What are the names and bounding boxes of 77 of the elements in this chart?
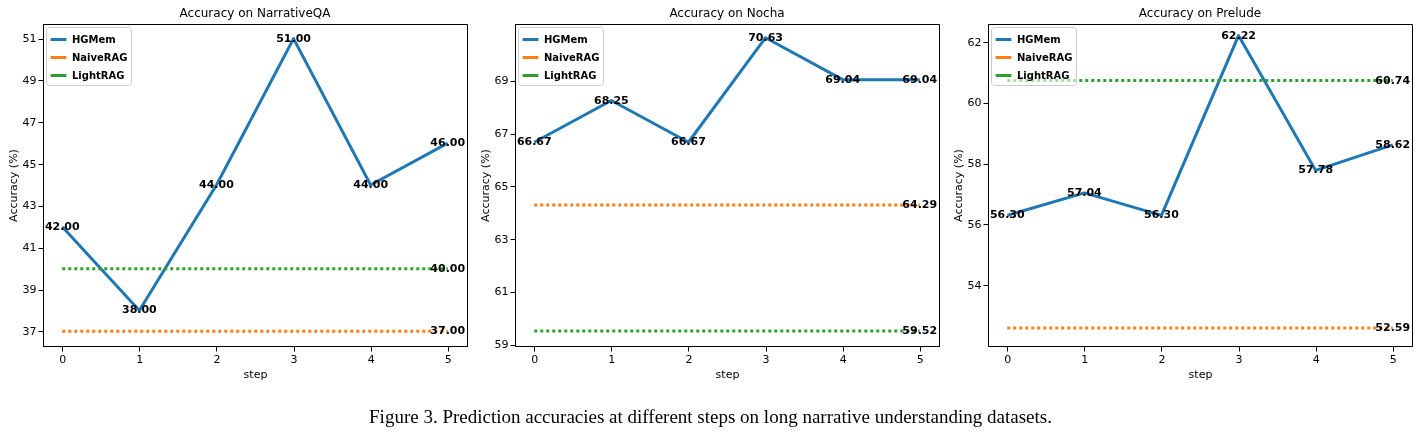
x-tick-label: 4 (367, 352, 375, 366)
data-label: 59.52 (902, 323, 938, 337)
data-label: 68.25 (594, 93, 630, 107)
y-tick-label: 67 (494, 127, 509, 141)
x-tick-label: 3 (762, 352, 770, 366)
x-axis-title: step (715, 367, 740, 381)
data-label: 62.22 (1220, 28, 1256, 42)
y-tick-label: 47 (22, 115, 37, 129)
x-axis-title: step (243, 367, 268, 381)
x-tick-label: 5 (444, 352, 452, 366)
data-label: 66.67 (671, 135, 707, 149)
data-label: 56.30 (989, 208, 1025, 222)
y-tick-label: 62 (967, 35, 982, 49)
y-tick-label: 37 (22, 324, 37, 338)
y-tick-label: 41 (22, 241, 37, 255)
y-tick-label: 58 (967, 157, 982, 171)
x-tick-label: 1 (136, 352, 144, 366)
y-tick-label: 43 (22, 199, 37, 213)
data-label: 40.00 (430, 261, 466, 275)
data-label: 69.04 (902, 72, 938, 86)
data-label: 66.67 (517, 135, 552, 149)
x-tick-label: 2 (685, 352, 693, 366)
y-tick-label: 61 (494, 285, 509, 299)
data-label: 52.59 (1374, 321, 1410, 335)
x-tick-label: 5 (917, 352, 925, 366)
data-label: 70.63 (748, 30, 784, 44)
y-axis-title: Accuracy (%) (6, 149, 20, 222)
data-label: 57.78 (1297, 163, 1333, 177)
y-tick-label: 39 (22, 283, 37, 297)
chart-title: Accuracy on Nocha (669, 6, 785, 20)
legend-label: HGMem (1016, 33, 1061, 45)
x-tick-label: 3 (1235, 352, 1243, 366)
data-label: 38.00 (121, 303, 158, 317)
data-label: 60.74 (1374, 73, 1411, 87)
y-tick-label: 51 (22, 32, 37, 46)
data-label: 51.00 (276, 31, 312, 45)
x-tick-label: 0 (1003, 352, 1011, 366)
legend-label: LightRAG (544, 69, 597, 81)
data-label: 44.00 (353, 178, 389, 191)
x-axis-title: step (1188, 367, 1213, 381)
x-tick-label: 5 (1389, 352, 1397, 366)
y-tick-label: 60 (967, 96, 982, 110)
legend-label: HGMem (544, 33, 589, 45)
y-tick-label: 45 (22, 157, 37, 171)
x-tick-label: 1 (1081, 352, 1089, 366)
y-tick-label: 54 (967, 278, 982, 292)
data-label: 42.00 (44, 219, 81, 233)
y-tick-label: 59 (494, 338, 509, 352)
y-axis-title: Accuracy (%) (478, 149, 492, 222)
data-label: 46.00 (430, 136, 466, 150)
legend-label: LightRAG (72, 69, 125, 81)
x-tick-label: 1 (608, 352, 616, 366)
data-label: 58.62 (1374, 137, 1410, 151)
legend-label: HGMem (72, 33, 116, 45)
y-tick-label: 49 (22, 73, 37, 87)
x-tick-label: 4 (839, 352, 847, 366)
chart-title: Accuracy on NarrativeQA (179, 6, 332, 20)
caption: Figure 3. Prediction accuracies at different steps on long narrative understanding datasets. (368, 406, 1053, 428)
x-tick-label: 2 (213, 352, 221, 366)
legend-label: NaiveRAG (1016, 51, 1073, 63)
y-tick-label: 56 (967, 217, 982, 231)
y-tick-label: 65 (494, 179, 509, 193)
data-label: 64.29 (902, 198, 938, 212)
legend-label: NaiveRAG (72, 51, 128, 63)
chart-title: Accuracy on Prelude (1138, 6, 1261, 20)
y-axis-title: Accuracy (%) (951, 149, 965, 222)
legend-label: LightRAG (1016, 69, 1070, 81)
x-tick-label: 0 (531, 352, 539, 366)
y-tick-label: 63 (494, 232, 509, 246)
y-tick-label: 69 (494, 74, 509, 88)
legend-label: NaiveRAG (544, 51, 600, 63)
x-tick-label: 3 (290, 352, 298, 366)
x-tick-label: 2 (1158, 352, 1166, 366)
data-label: 56.30 (1143, 208, 1179, 222)
x-tick-label: 4 (1312, 352, 1320, 366)
data-label: 37.00 (430, 324, 466, 338)
x-tick-label: 0 (59, 352, 67, 366)
